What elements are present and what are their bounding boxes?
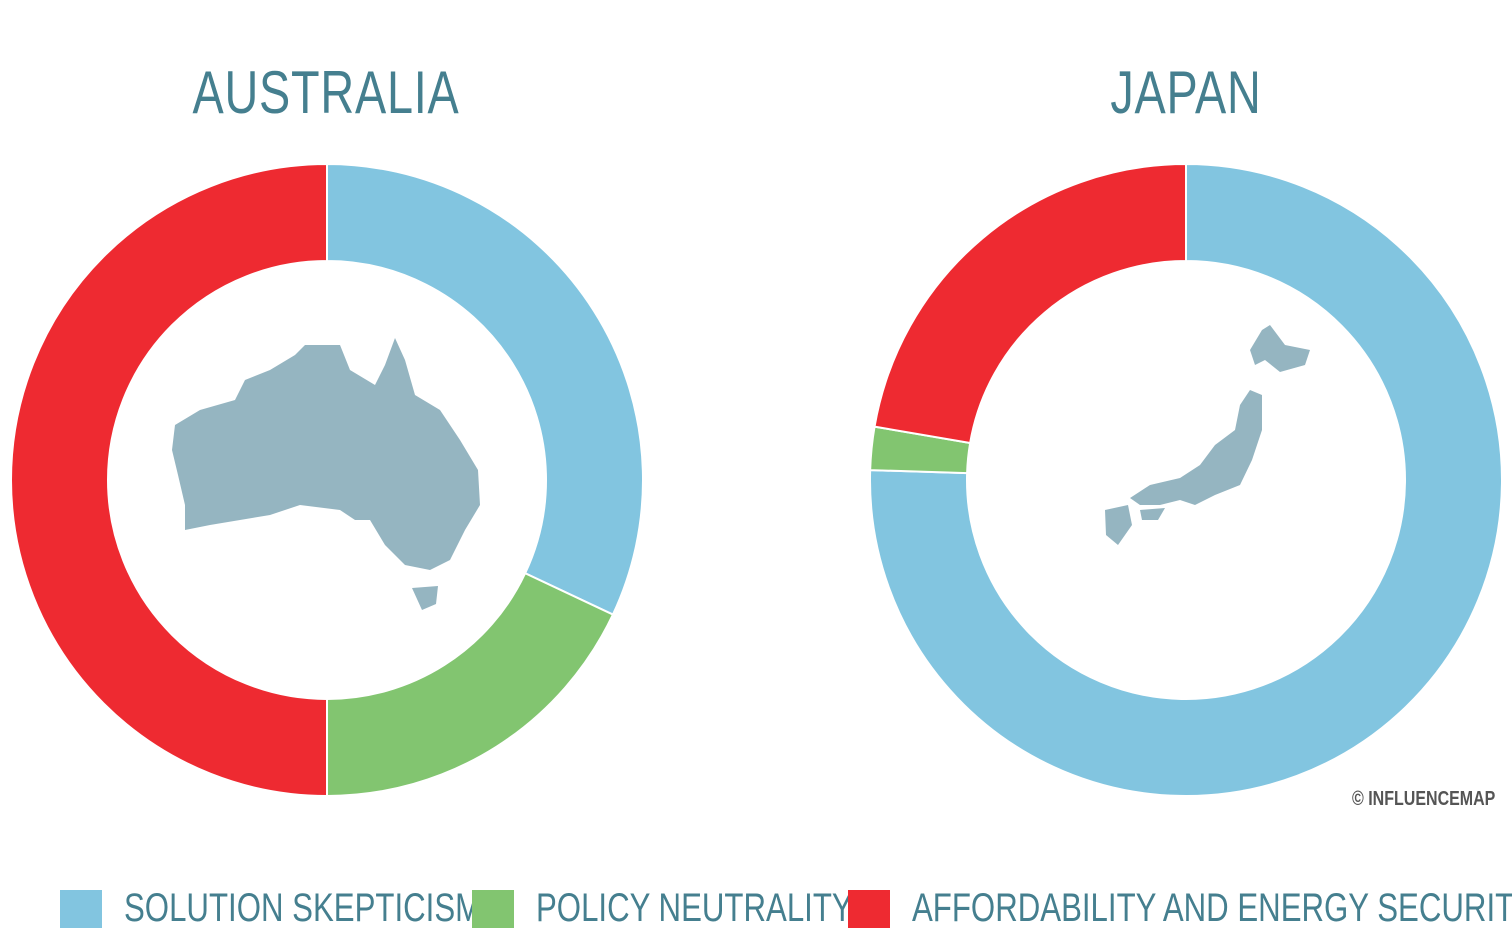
title-australia: AUSTRALIA [192, 59, 460, 126]
legend-item-solution-skepticism: SOLUTION SKEPTICISM [60, 886, 582, 931]
donut-japan [869, 162, 1503, 797]
australia-map [172, 338, 480, 610]
credit: © INFLUENCEMAP [1352, 788, 1496, 810]
legend-label: SOLUTION SKEPTICISM [124, 886, 482, 930]
slice-solution-skepticism [869, 162, 1503, 797]
legend-item-affordability: AFFORDABILITY AND ENERGY SECURITY [848, 886, 1512, 931]
legend: SOLUTION SKEPTICISM POLICY NEUTRALITY AF… [0, 886, 1512, 932]
slice-affordability-and-energy-security [10, 162, 328, 798]
legend-swatch [472, 889, 514, 928]
legend-label: POLICY NEUTRALITY [536, 886, 853, 930]
legend-swatch [848, 889, 890, 928]
donut-australia [10, 162, 644, 798]
legend-swatch [60, 889, 102, 928]
legend-label: AFFORDABILITY AND ENERGY SECURITY [912, 886, 1512, 930]
slice-policy-neutrality [326, 571, 615, 798]
slice-affordability-and-energy-security [873, 162, 1187, 445]
japan-map [1105, 325, 1310, 545]
title-japan: JAPAN [1110, 59, 1262, 126]
legend-item-policy-neutrality: POLICY NEUTRALITY [472, 886, 942, 931]
slice-solution-skepticism [326, 162, 644, 616]
